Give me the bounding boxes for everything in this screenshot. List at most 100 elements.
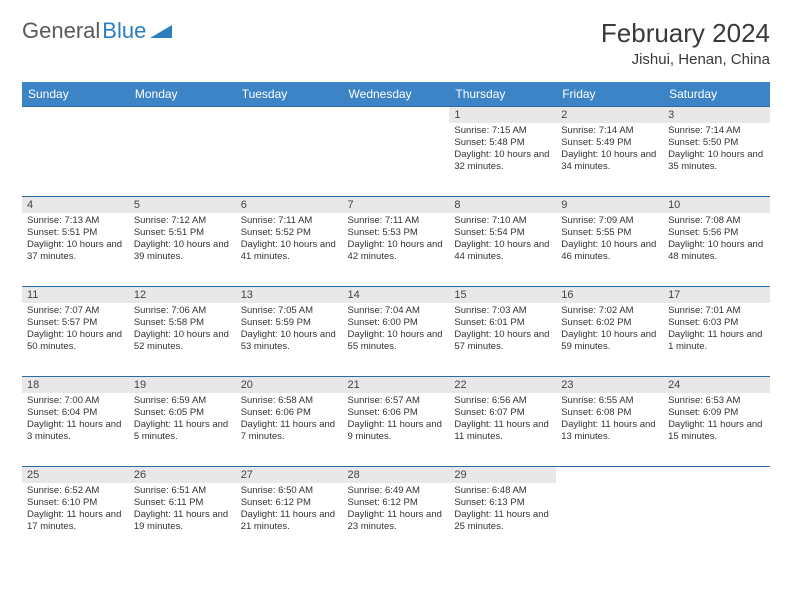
sunset-text: Sunset: 6:06 PM — [348, 407, 445, 419]
day-details: Sunrise: 6:55 AMSunset: 6:08 PMDaylight:… — [556, 393, 663, 447]
daylight-text: Daylight: 11 hours and 1 minute. — [668, 329, 765, 353]
daylight-text: Daylight: 10 hours and 53 minutes. — [241, 329, 338, 353]
day-cell: 15Sunrise: 7:03 AMSunset: 6:01 PMDayligh… — [449, 287, 556, 377]
daylight-text: Daylight: 10 hours and 37 minutes. — [27, 239, 124, 263]
day-header: Wednesday — [343, 82, 450, 107]
day-number: 27 — [236, 467, 343, 483]
day-cell: 8Sunrise: 7:10 AMSunset: 5:54 PMDaylight… — [449, 197, 556, 287]
day-details: Sunrise: 7:08 AMSunset: 5:56 PMDaylight:… — [663, 213, 770, 267]
day-details: Sunrise: 7:04 AMSunset: 6:00 PMDaylight:… — [343, 303, 450, 357]
day-details: Sunrise: 7:09 AMSunset: 5:55 PMDaylight:… — [556, 213, 663, 267]
day-number: 19 — [129, 377, 236, 393]
day-cell: 29Sunrise: 6:48 AMSunset: 6:13 PMDayligh… — [449, 467, 556, 557]
sunrise-text: Sunrise: 6:49 AM — [348, 485, 445, 497]
day-number: 18 — [22, 377, 129, 393]
sunrise-text: Sunrise: 7:06 AM — [134, 305, 231, 317]
day-number: 28 — [343, 467, 450, 483]
day-details: Sunrise: 6:58 AMSunset: 6:06 PMDaylight:… — [236, 393, 343, 447]
day-number: 3 — [663, 107, 770, 123]
day-cell: 10Sunrise: 7:08 AMSunset: 5:56 PMDayligh… — [663, 197, 770, 287]
daylight-text: Daylight: 11 hours and 13 minutes. — [561, 419, 658, 443]
day-number: 9 — [556, 197, 663, 213]
day-details: Sunrise: 6:50 AMSunset: 6:12 PMDaylight:… — [236, 483, 343, 537]
day-number: 11 — [22, 287, 129, 303]
daylight-text: Daylight: 11 hours and 5 minutes. — [134, 419, 231, 443]
day-details: Sunrise: 7:06 AMSunset: 5:58 PMDaylight:… — [129, 303, 236, 357]
daylight-text: Daylight: 10 hours and 46 minutes. — [561, 239, 658, 263]
logo-text-1: General — [22, 18, 100, 44]
sunset-text: Sunset: 6:03 PM — [668, 317, 765, 329]
table-row: 11Sunrise: 7:07 AMSunset: 5:57 PMDayligh… — [22, 287, 770, 377]
day-cell: 16Sunrise: 7:02 AMSunset: 6:02 PMDayligh… — [556, 287, 663, 377]
daylight-text: Daylight: 11 hours and 15 minutes. — [668, 419, 765, 443]
location: Jishui, Henan, China — [601, 51, 770, 68]
month-title: February 2024 — [601, 18, 770, 49]
day-number: 15 — [449, 287, 556, 303]
calendar-body: 1Sunrise: 7:15 AMSunset: 5:48 PMDaylight… — [22, 107, 770, 557]
sunset-text: Sunset: 5:56 PM — [668, 227, 765, 239]
day-header-row: SundayMondayTuesdayWednesdayThursdayFrid… — [22, 82, 770, 107]
daylight-text: Daylight: 10 hours and 50 minutes. — [27, 329, 124, 353]
day-cell: 27Sunrise: 6:50 AMSunset: 6:12 PMDayligh… — [236, 467, 343, 557]
day-cell — [663, 467, 770, 557]
day-cell: 14Sunrise: 7:04 AMSunset: 6:00 PMDayligh… — [343, 287, 450, 377]
sunset-text: Sunset: 6:13 PM — [454, 497, 551, 509]
sunset-text: Sunset: 5:59 PM — [241, 317, 338, 329]
day-cell: 28Sunrise: 6:49 AMSunset: 6:12 PMDayligh… — [343, 467, 450, 557]
day-details: Sunrise: 7:10 AMSunset: 5:54 PMDaylight:… — [449, 213, 556, 267]
sunset-text: Sunset: 5:50 PM — [668, 137, 765, 149]
header: GeneralBlue February 2024 Jishui, Henan,… — [22, 18, 770, 68]
sunrise-text: Sunrise: 7:09 AM — [561, 215, 658, 227]
sunset-text: Sunset: 6:12 PM — [241, 497, 338, 509]
daylight-text: Daylight: 10 hours and 39 minutes. — [134, 239, 231, 263]
day-number: 1 — [449, 107, 556, 123]
table-row: 25Sunrise: 6:52 AMSunset: 6:10 PMDayligh… — [22, 467, 770, 557]
day-details: Sunrise: 6:53 AMSunset: 6:09 PMDaylight:… — [663, 393, 770, 447]
day-cell: 4 Sunrise: 7:13 AMSunset: 5:51 PMDaylight… — [22, 197, 129, 287]
day-cell: 3Sunrise: 7:14 AMSunset: 5:50 PMDaylight… — [663, 107, 770, 197]
day-cell: 24Sunrise: 6:53 AMSunset: 6:09 PMDayligh… — [663, 377, 770, 467]
sunrise-text: Sunrise: 6:56 AM — [454, 395, 551, 407]
day-cell: 12Sunrise: 7:06 AMSunset: 5:58 PMDayligh… — [129, 287, 236, 377]
daylight-text: Daylight: 11 hours and 11 minutes. — [454, 419, 551, 443]
sunset-text: Sunset: 6:04 PM — [27, 407, 124, 419]
day-number: 12 — [129, 287, 236, 303]
table-row: 18Sunrise: 7:00 AMSunset: 6:04 PMDayligh… — [22, 377, 770, 467]
sunset-text: Sunset: 6:01 PM — [454, 317, 551, 329]
day-cell: 19Sunrise: 6:59 AMSunset: 6:05 PMDayligh… — [129, 377, 236, 467]
day-number: 29 — [449, 467, 556, 483]
sunrise-text: Sunrise: 6:51 AM — [134, 485, 231, 497]
sunset-text: Sunset: 6:06 PM — [241, 407, 338, 419]
day-details: Sunrise: 7:00 AMSunset: 6:04 PMDaylight:… — [22, 393, 129, 447]
sunrise-text: Sunrise: 7:13 AM — [27, 215, 124, 227]
sunrise-text: Sunrise: 6:58 AM — [241, 395, 338, 407]
daylight-text: Daylight: 10 hours and 42 minutes. — [348, 239, 445, 263]
day-number: 17 — [663, 287, 770, 303]
sunset-text: Sunset: 5:52 PM — [241, 227, 338, 239]
day-number: 14 — [343, 287, 450, 303]
day-number: 10 — [663, 197, 770, 213]
sunrise-text: Sunrise: 7:10 AM — [454, 215, 551, 227]
sunrise-text: Sunrise: 7:11 AM — [348, 215, 445, 227]
sunset-text: Sunset: 5:48 PM — [454, 137, 551, 149]
day-number: 21 — [343, 377, 450, 393]
daylight-text: Daylight: 10 hours and 32 minutes. — [454, 149, 551, 173]
day-cell: 7Sunrise: 7:11 AMSunset: 5:53 PMDaylight… — [343, 197, 450, 287]
sunset-text: Sunset: 5:51 PM — [27, 227, 124, 239]
sunrise-text: Sunrise: 6:53 AM — [668, 395, 765, 407]
logo-text-2: Blue — [102, 18, 146, 44]
day-header: Tuesday — [236, 82, 343, 107]
day-header: Thursday — [449, 82, 556, 107]
sunset-text: Sunset: 6:10 PM — [27, 497, 124, 509]
daylight-text: Daylight: 11 hours and 7 minutes. — [241, 419, 338, 443]
daylight-text: Daylight: 11 hours and 25 minutes. — [454, 509, 551, 533]
day-cell: 2Sunrise: 7:14 AMSunset: 5:49 PMDaylight… — [556, 107, 663, 197]
day-cell: 6Sunrise: 7:11 AMSunset: 5:52 PMDaylight… — [236, 197, 343, 287]
day-details: Sunrise: 7:14 AMSunset: 5:49 PMDaylight:… — [556, 123, 663, 177]
day-number: 4 — [22, 197, 129, 213]
day-cell: 5Sunrise: 7:12 AMSunset: 5:51 PMDaylight… — [129, 197, 236, 287]
day-cell: 1Sunrise: 7:15 AMSunset: 5:48 PMDaylight… — [449, 107, 556, 197]
day-header: Sunday — [22, 82, 129, 107]
daylight-text: Daylight: 11 hours and 23 minutes. — [348, 509, 445, 533]
day-cell — [343, 107, 450, 197]
